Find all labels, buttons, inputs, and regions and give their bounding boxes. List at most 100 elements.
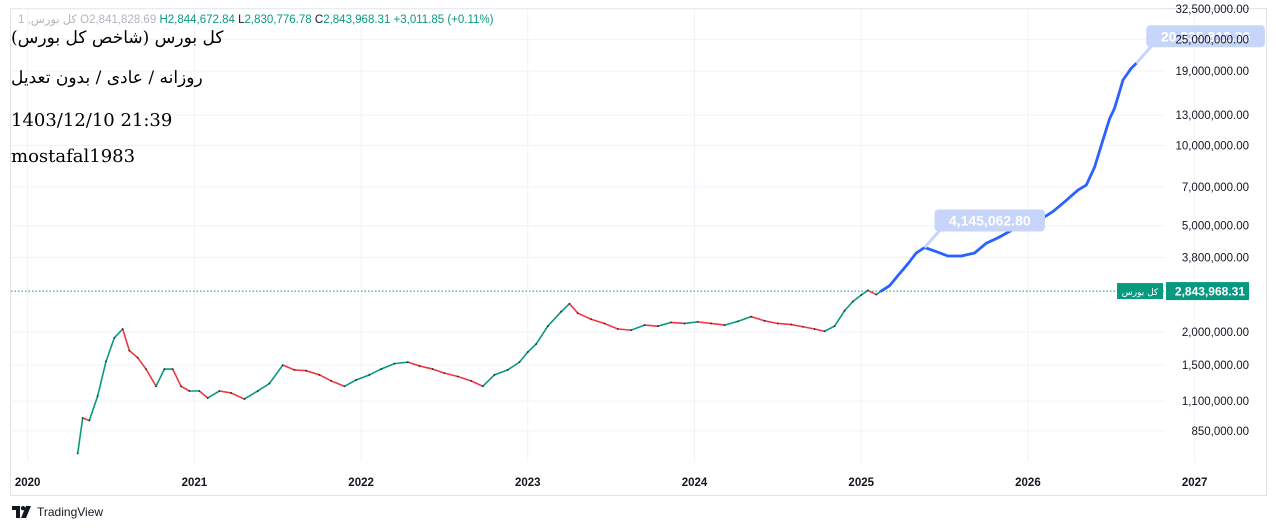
- price-segment: [128, 349, 139, 359]
- open-value: 2,841,828.69: [89, 14, 157, 26]
- price-point: [145, 368, 147, 370]
- price-segment: [256, 382, 271, 392]
- price-segment: [763, 320, 779, 325]
- projection-point: [1063, 200, 1066, 203]
- price-point: [833, 325, 836, 328]
- annotation-leader: [923, 228, 942, 249]
- price-point: [188, 390, 191, 392]
- x-tick-label: 2024: [682, 477, 708, 489]
- price-segment: [121, 328, 131, 352]
- y-tick-label: 13,000,000.00: [1175, 110, 1249, 122]
- price-segment: [590, 318, 606, 325]
- price-segment: [823, 325, 836, 333]
- price-segment: [547, 310, 562, 328]
- x-tick-label: 2021: [182, 477, 208, 489]
- price-segment: [145, 368, 157, 388]
- price-point: [180, 385, 182, 388]
- y-axis[interactable]: 32,500,000.00 25,000,000.00 19,000,000.00 1…: [1175, 4, 1249, 438]
- price-point: [380, 368, 382, 370]
- high-value: 2,844,672.84: [167, 14, 235, 26]
- price-point: [493, 373, 496, 376]
- price-point: [305, 369, 307, 372]
- price-point: [105, 360, 107, 363]
- price-point: [576, 312, 579, 315]
- price-point: [763, 319, 766, 322]
- price-point: [710, 322, 713, 325]
- price-point: [121, 328, 124, 330]
- price-point: [113, 336, 116, 339]
- projection-point: [880, 289, 883, 293]
- price-segment: [418, 365, 434, 370]
- price-point: [866, 289, 869, 292]
- price-point: [506, 368, 509, 371]
- projection-point: [1085, 183, 1088, 187]
- price-point: [750, 315, 753, 318]
- high-label: H: [159, 14, 168, 26]
- price-point: [96, 395, 99, 397]
- price-segment: [670, 321, 686, 325]
- price-point: [526, 351, 529, 353]
- price-point: [481, 385, 484, 388]
- x-tick-label: 2022: [348, 477, 374, 489]
- price-point: [198, 390, 201, 392]
- projection-point: [1113, 106, 1116, 110]
- annotation-label: 4,145,062.80: [949, 212, 1031, 228]
- open-label: O: [80, 14, 90, 26]
- projection-line: [879, 61, 1138, 293]
- price-segment: [723, 320, 739, 326]
- note-subtitle: روزانه / عادی / بدون تعدیل: [11, 68, 203, 88]
- price-point: [256, 390, 259, 392]
- y-tick-label: 850,000.00: [1191, 426, 1249, 438]
- projection-point: [1101, 138, 1105, 142]
- price-point: [281, 364, 284, 367]
- price-segment: [96, 360, 107, 397]
- series-layer: [76, 61, 1138, 455]
- grid-layer: [11, 8, 1196, 462]
- price-segment: [777, 322, 793, 326]
- price-point: [456, 375, 459, 378]
- projection-point: [973, 251, 976, 255]
- price-point: [268, 382, 271, 385]
- annotation-leader: [1135, 44, 1154, 65]
- price-segment: [218, 390, 232, 394]
- price-point: [293, 368, 296, 371]
- change-value: +3,011.85 (+0.11%): [393, 14, 494, 26]
- price-segment: [697, 321, 712, 325]
- ohlc-legend: 1 ,کل بورس O2,841,828.69 H2,844,672.84 L…: [18, 12, 494, 26]
- price-point: [155, 385, 157, 388]
- price-segment: [318, 374, 332, 382]
- x-tick-label: 2023: [515, 477, 541, 489]
- projection-point: [946, 254, 950, 258]
- price-point: [206, 397, 209, 399]
- footer-brand[interactable]: TradingView: [12, 505, 103, 519]
- x-axis[interactable]: 2020 2021 2022 2023 2024 2025 2026 2027: [15, 477, 1208, 489]
- price-segment: [113, 328, 124, 339]
- price-point: [355, 379, 357, 381]
- projection-point: [1076, 188, 1080, 192]
- last-price-value: 2,843,968.31: [1175, 285, 1245, 299]
- projection-point: [1093, 165, 1096, 169]
- price-segment: [243, 390, 259, 400]
- price-segment: [206, 390, 221, 399]
- projection-point: [960, 254, 963, 258]
- tradingview-logo-icon: [12, 506, 31, 518]
- symbol-label[interactable]: 1 ,کل بورس: [18, 14, 77, 26]
- price-segment: [343, 379, 357, 388]
- price-point: [813, 328, 816, 330]
- price-point: [546, 325, 549, 328]
- price-point: [218, 390, 221, 392]
- y-tick-label: 32,500,000.00: [1175, 4, 1249, 16]
- projection-point: [888, 284, 891, 287]
- last-price-tag: کل بورس 2,843,968.31: [1117, 282, 1249, 301]
- projection-point: [935, 250, 938, 253]
- price-segment: [867, 289, 878, 296]
- price-point: [616, 328, 619, 330]
- price-point: [163, 368, 166, 370]
- price-segment: [535, 325, 549, 345]
- price-point: [81, 417, 84, 419]
- price-point: [603, 322, 606, 325]
- y-tick-label: 2,000,000.00: [1182, 327, 1249, 339]
- price-point: [843, 309, 846, 312]
- x-tick-label: 2027: [1182, 477, 1208, 489]
